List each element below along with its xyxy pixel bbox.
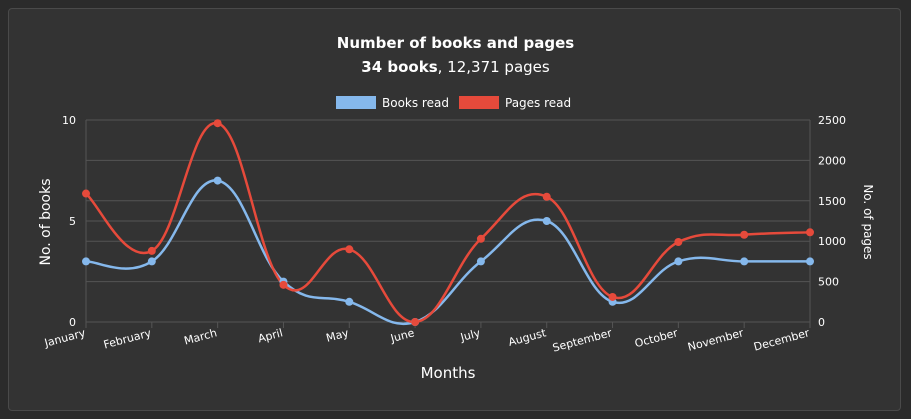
x-tick-label: January [42,326,87,350]
data-point-pages [674,238,683,247]
x-axis-label: Months [421,364,476,382]
grid-lines [85,119,811,328]
y-tick-label: 5 [69,215,76,228]
data-point-books [542,217,551,225]
data-point-pages [411,318,420,326]
x-tick-label: December [752,326,811,353]
data-point-pages [213,119,222,128]
data-point-books [82,257,90,266]
legend-swatch-books [336,96,376,109]
series-points [82,119,814,326]
data-point-books [740,257,749,266]
x-tick-label: April [257,326,285,345]
x-axis-ticks: January February March April May June July Augu… [42,326,811,354]
data-point-books [806,257,814,266]
y2-tick-label: 0 [818,316,825,329]
x-tick-label: September [551,326,614,354]
legend-swatch-pages [459,96,499,109]
y2-tick-label: 1000 [818,235,846,248]
data-point-books [674,257,683,266]
series-lines [85,121,811,325]
y2-tick-label: 2500 [818,114,846,127]
y2-tick-label: 2000 [818,154,846,167]
y2-tick-label: 1500 [818,195,846,208]
data-point-books [147,257,156,266]
data-point-books [213,176,222,185]
data-point-pages [608,292,617,301]
x-tick-label: March [183,326,219,347]
y-tick-label: 0 [69,316,76,329]
books-count: 34 books [361,58,438,76]
chart-card [8,8,901,411]
left-axis-ticks: 0 5 10 [62,114,76,329]
x-tick-label: August [507,326,548,349]
legend-label-pages: Pages read [505,96,571,110]
y-axis-label: No. of books [38,178,54,265]
right-axis-ticks: 0 500 1000 1500 2000 2500 [818,114,846,329]
series-line-pages [85,121,811,324]
data-point-pages [806,228,814,237]
data-point-books [345,297,354,306]
series-line-books [85,179,810,325]
legend: Books read Pages read [336,96,571,110]
data-point-pages [542,192,551,201]
data-point-books [476,257,485,266]
y2-tick-label: 500 [818,276,839,289]
x-tick-label: November [686,326,745,353]
x-tick-label: July [458,326,482,344]
y-tick-label: 10 [62,114,76,127]
data-point-pages [82,189,90,198]
x-tick-label: October [633,326,679,350]
x-tick-label: June [388,326,416,345]
x-tick-label: May [325,326,351,345]
chart-title: Number of books and pages [336,34,575,52]
y2-axis-label: No. of pages [861,184,875,259]
data-point-pages [476,234,485,243]
x-tick-label: February [102,326,153,351]
data-point-pages [740,230,749,239]
data-point-pages [345,245,354,254]
chart-subtitle: 34 books, 12,371 pages [0,58,911,76]
legend-label-books: Books read [382,96,449,110]
data-point-pages [147,246,156,255]
data-point-pages [279,280,288,289]
pages-count: , 12,371 pages [437,58,550,76]
